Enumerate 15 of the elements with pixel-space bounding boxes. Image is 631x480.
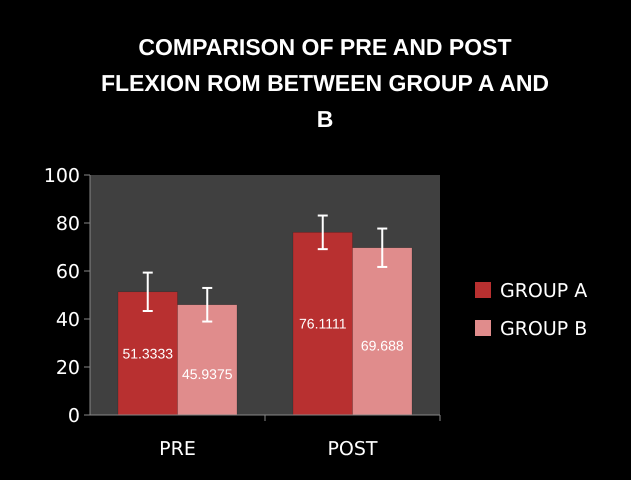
y-tick-label: 60 bbox=[56, 261, 80, 283]
data-label: 69.688 bbox=[360, 337, 404, 354]
y-tick-label: 40 bbox=[56, 309, 80, 331]
data-label: 45.9375 bbox=[182, 366, 233, 382]
y-tick-label: 20 bbox=[56, 357, 80, 379]
data-label: 51.3333 bbox=[122, 345, 174, 362]
legend-label: GROUP A bbox=[500, 280, 588, 302]
chart-title: COMPARISON OF PRE AND POST FLEXION ROM BETWEEN GROUP A AND B bbox=[100, 34, 550, 132]
y-tick-label: 0 bbox=[68, 405, 80, 427]
legend-label: GROUP B bbox=[500, 318, 588, 340]
y-tick-label: 100 bbox=[44, 165, 80, 187]
x-tick-label: POST bbox=[327, 438, 378, 460]
data-label: 76.1111 bbox=[299, 316, 347, 332]
y-tick-label: 80 bbox=[56, 213, 80, 235]
x-tick-label: PRE bbox=[159, 438, 196, 460]
